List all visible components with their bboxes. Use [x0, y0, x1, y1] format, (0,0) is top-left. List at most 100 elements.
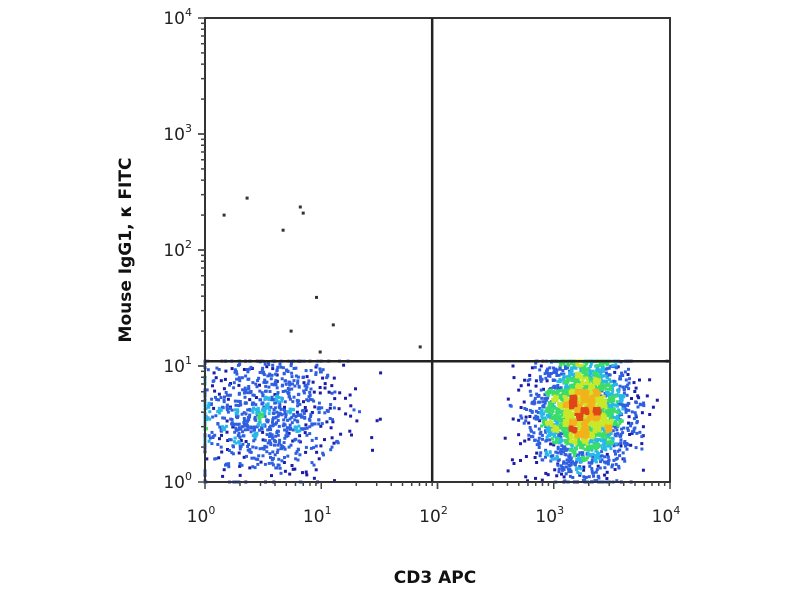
data-point [615, 418, 619, 422]
data-point [215, 398, 219, 401]
data-point [260, 423, 264, 427]
data-point [582, 465, 586, 469]
data-point [223, 426, 227, 430]
data-point [294, 437, 298, 441]
data-point [615, 366, 619, 370]
data-point [548, 428, 552, 432]
data-point [288, 380, 292, 384]
data-point [298, 429, 302, 433]
data-point [566, 363, 570, 367]
data-point [281, 228, 285, 232]
data-point [610, 412, 614, 415]
data-point [596, 425, 600, 429]
data-point [581, 433, 585, 437]
data-point [592, 429, 596, 433]
data-point [545, 453, 549, 457]
data-point [634, 446, 638, 450]
data-point [291, 382, 294, 386]
data-point [260, 426, 263, 430]
data-point [224, 369, 228, 373]
data-point [267, 363, 271, 366]
data-point [571, 448, 575, 452]
data-point [314, 365, 318, 369]
data-point [216, 443, 220, 446]
data-point [608, 396, 611, 400]
data-point [258, 371, 262, 374]
data-point [613, 449, 616, 453]
data-point [602, 417, 606, 420]
data-point [564, 395, 568, 399]
data-point [208, 436, 212, 440]
data-point [290, 421, 294, 425]
data-point [551, 390, 555, 394]
data-point [275, 369, 279, 373]
data-point [566, 401, 570, 405]
data-point [236, 434, 240, 438]
data-point [592, 446, 596, 450]
data-point [606, 376, 610, 380]
data-point [599, 454, 603, 458]
data-point [593, 404, 597, 408]
data-point [245, 454, 248, 458]
data-point [578, 446, 582, 450]
data-point [242, 417, 246, 420]
data-point [567, 418, 571, 422]
data-point [274, 380, 277, 384]
data-point [254, 382, 258, 386]
data-point [576, 380, 580, 384]
data-point [237, 376, 241, 380]
data-point [206, 416, 210, 420]
data-point [568, 453, 572, 457]
data-point [603, 455, 607, 459]
data-point [232, 386, 236, 390]
data-point [266, 404, 270, 408]
data-point [588, 418, 592, 422]
data-point [301, 211, 305, 215]
data-point [535, 443, 539, 447]
data-point [292, 413, 296, 417]
data-point [553, 386, 557, 390]
data-point [603, 442, 607, 446]
data-point [577, 455, 580, 459]
data-point [574, 395, 577, 399]
data-point [349, 404, 353, 408]
data-point [530, 366, 534, 370]
data-point [607, 424, 611, 428]
data-point [627, 402, 631, 405]
data-point [332, 406, 336, 410]
data-point [557, 411, 560, 414]
data-point [289, 426, 293, 430]
data-point [315, 295, 318, 299]
data-point [294, 451, 298, 455]
data-point [286, 434, 290, 438]
data-point [598, 426, 602, 430]
data-point [268, 396, 271, 400]
data-point [317, 411, 321, 414]
data-point [268, 408, 272, 412]
data-point [225, 430, 229, 434]
data-point [259, 460, 263, 464]
data-point [264, 389, 267, 393]
data-point [633, 390, 637, 393]
data-point [576, 363, 580, 367]
data-point [538, 375, 542, 379]
data-point [270, 474, 273, 478]
data-point [545, 438, 549, 442]
data-point [543, 393, 547, 397]
data-point [538, 368, 542, 372]
data-point [566, 447, 570, 451]
data-point [296, 375, 300, 379]
data-point [614, 420, 618, 424]
data-point [287, 445, 291, 449]
data-point [554, 392, 558, 396]
data-point [239, 427, 243, 431]
data-point [271, 423, 275, 427]
data-point [556, 389, 560, 393]
data-point [648, 413, 652, 416]
data-point [263, 362, 267, 366]
data-point [371, 448, 374, 452]
data-point [573, 420, 577, 424]
data-point [586, 431, 590, 435]
data-point [251, 434, 255, 438]
data-point [207, 405, 211, 409]
